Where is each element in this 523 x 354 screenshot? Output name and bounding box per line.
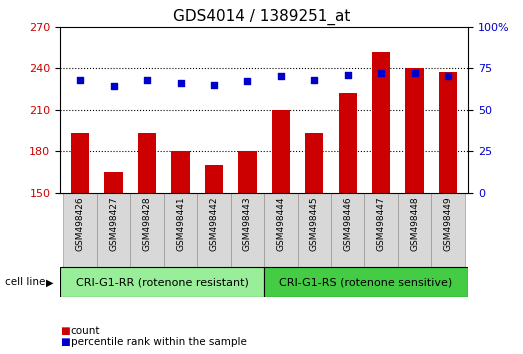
Text: CRI-G1-RR (rotenone resistant): CRI-G1-RR (rotenone resistant) [76, 277, 248, 287]
Bar [298, 193, 331, 267]
Text: GSM498443: GSM498443 [243, 197, 252, 251]
Bar [164, 193, 197, 267]
Bar [231, 193, 264, 267]
Text: GSM498426: GSM498426 [76, 197, 85, 251]
Text: CRI-G1-RS (rotenone sensitive): CRI-G1-RS (rotenone sensitive) [279, 277, 453, 287]
Bar [431, 193, 465, 267]
Bar [264, 267, 468, 297]
Bar [264, 193, 298, 267]
Point [444, 74, 452, 79]
Bar [60, 267, 264, 297]
Text: GSM498442: GSM498442 [209, 197, 219, 251]
Text: cell line: cell line [5, 277, 46, 287]
Text: GSM498428: GSM498428 [143, 197, 152, 251]
Bar [138, 133, 156, 193]
Bar [197, 193, 231, 267]
Bar [338, 93, 357, 193]
Text: GSM498427: GSM498427 [109, 197, 118, 251]
Bar [238, 152, 257, 193]
Bar [63, 193, 97, 267]
Point [243, 79, 252, 84]
Text: GSM498448: GSM498448 [410, 197, 419, 251]
Text: ■: ■ [60, 337, 70, 347]
Text: GDS4014 / 1389251_at: GDS4014 / 1389251_at [173, 9, 350, 25]
Text: count: count [71, 326, 100, 336]
Text: GSM498441: GSM498441 [176, 197, 185, 251]
Bar [305, 133, 323, 193]
Point [310, 77, 319, 82]
Text: GSM498447: GSM498447 [377, 197, 385, 251]
Point [411, 70, 419, 76]
Bar [97, 193, 130, 267]
Text: GSM498449: GSM498449 [444, 197, 452, 251]
Text: GSM498444: GSM498444 [276, 197, 286, 251]
Point [109, 84, 118, 89]
Bar [405, 68, 424, 193]
Bar [331, 193, 365, 267]
Point [143, 77, 151, 82]
Text: GSM498445: GSM498445 [310, 197, 319, 251]
Point [210, 82, 218, 88]
Text: ▶: ▶ [46, 277, 53, 287]
Point [277, 74, 285, 79]
Bar [130, 193, 164, 267]
Point [76, 77, 84, 82]
Bar [372, 52, 390, 193]
Bar [398, 193, 431, 267]
Bar [105, 172, 123, 193]
Bar [271, 110, 290, 193]
Text: ■: ■ [60, 326, 70, 336]
Text: percentile rank within the sample: percentile rank within the sample [71, 337, 246, 347]
Point [377, 70, 385, 76]
Bar [439, 72, 457, 193]
Bar [71, 133, 89, 193]
Bar [365, 193, 398, 267]
Text: GSM498446: GSM498446 [343, 197, 352, 251]
Point [344, 72, 352, 78]
Bar [205, 165, 223, 193]
Point [176, 80, 185, 86]
Bar [172, 152, 190, 193]
